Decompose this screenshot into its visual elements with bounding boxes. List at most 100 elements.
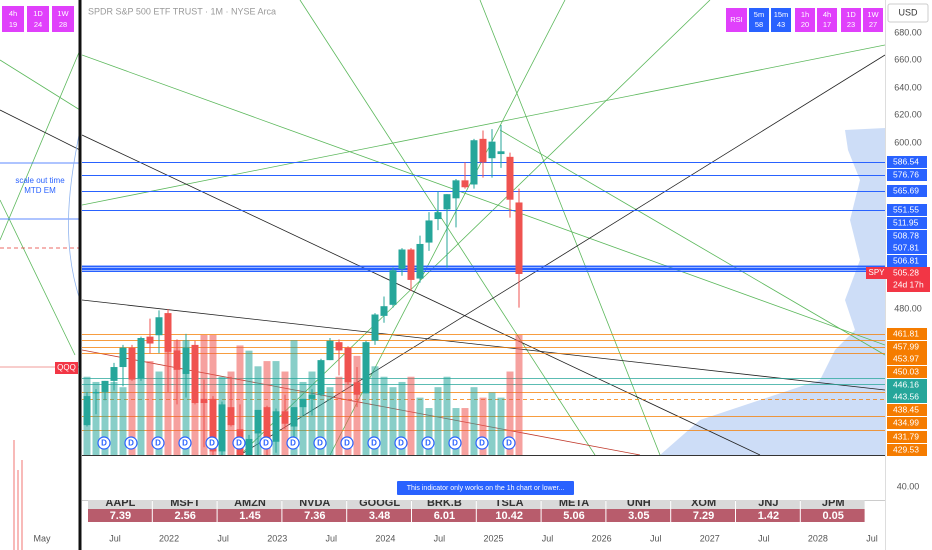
volume-bar	[182, 340, 190, 455]
stats-cell	[152, 500, 217, 509]
x-tick-label: Jul	[217, 533, 229, 543]
volume-bar	[479, 397, 487, 455]
dividend-label: D	[371, 439, 377, 448]
currency[interactable]: USD	[898, 7, 918, 17]
dividend-label: D	[344, 439, 350, 448]
price-axis: 680.00 660.00 640.00 620.00 600.00 480.00 40.0…	[894, 27, 922, 491]
price-tag-label: 551.55	[893, 204, 919, 214]
timeframe: 1D	[846, 10, 856, 19]
price-tag-label: 576.76	[893, 169, 919, 179]
dividend-marker	[151, 436, 165, 450]
candle-body	[119, 347, 127, 368]
x-tick-label: Jul	[109, 533, 121, 543]
y-tick-label: 660.00	[894, 54, 922, 64]
stat-value: 1.45	[239, 510, 260, 522]
stats-cell	[541, 509, 606, 522]
stat-value: 10.42	[495, 510, 523, 522]
stats-cell	[412, 509, 476, 522]
symbol: QQQ	[57, 363, 76, 372]
timeframe-badge	[749, 8, 769, 32]
timeframe-badge	[27, 6, 49, 32]
trend-line	[499, 129, 885, 356]
volume-bar	[497, 397, 505, 455]
stats-cell	[606, 500, 671, 509]
stat-value: 2.56	[174, 510, 195, 522]
countdown: 24d 17h	[893, 279, 924, 289]
candle-body	[416, 243, 424, 279]
price-tag	[887, 379, 927, 391]
price-tag	[887, 242, 927, 254]
candle-body	[218, 404, 226, 452]
price-tag	[887, 417, 927, 429]
x-tick-label: 2023	[267, 533, 287, 543]
timeframe-value: 23	[847, 20, 855, 29]
drawings	[82, 0, 885, 455]
dividend-marker	[178, 436, 192, 450]
candle-body	[371, 314, 379, 341]
stats-cell	[476, 500, 541, 509]
stats-cell	[347, 500, 411, 509]
stats-cell	[736, 500, 800, 509]
y-tick-label: 620.00	[894, 109, 922, 119]
dividend-marker	[448, 436, 462, 450]
volume-bar	[299, 381, 307, 455]
timeframe-value: 27	[869, 20, 877, 29]
ticker: XOM	[691, 497, 716, 509]
timeframe: 4h	[9, 9, 17, 18]
x-tick-label: Jul	[758, 533, 770, 543]
dividend-marker	[394, 436, 408, 450]
candle-body	[425, 220, 433, 243]
stats-cell	[606, 509, 671, 522]
volume-bar	[101, 387, 109, 455]
pane-divider[interactable]	[78, 0, 82, 550]
dividend-marker	[259, 436, 273, 450]
stats-cell	[152, 509, 217, 522]
notice: This indicator only works on the 1h char…	[407, 485, 565, 492]
ticker: AAPL	[105, 497, 135, 509]
x-tick-label: Jul	[866, 533, 878, 543]
price-tag	[887, 404, 927, 416]
candle-body	[461, 180, 469, 188]
x-tick-label: 2025	[483, 533, 503, 543]
price-tag-label: 446.16	[893, 379, 919, 389]
candle-body	[488, 141, 496, 159]
ticker: GOOGL	[359, 497, 400, 509]
price-tag-label: 586.54	[893, 156, 919, 166]
x-tick-label: Jul	[650, 533, 662, 543]
stats-cell	[476, 509, 541, 522]
dividend-label: D	[155, 439, 161, 448]
stat-value: 7.39	[110, 510, 131, 522]
candle-body	[452, 180, 460, 199]
price-tag-label: 443.56	[893, 391, 919, 401]
candle-body	[92, 391, 100, 394]
ticker: BRK.B	[427, 497, 462, 509]
y-tick-label: 680.00	[894, 27, 922, 37]
price-tag-label: 507.81	[893, 242, 919, 252]
currency-button[interactable]	[887, 3, 929, 23]
dividend-marker	[340, 436, 354, 450]
volume-bar	[245, 350, 253, 455]
dividend-label: D	[398, 439, 404, 448]
stats-cell	[671, 500, 735, 509]
volume-bar	[209, 335, 217, 455]
dividend-label: D	[479, 439, 485, 448]
price-tag	[887, 328, 927, 340]
volume-bar	[452, 408, 460, 455]
x-tick-label: Jul	[434, 533, 446, 543]
stats-cell	[800, 509, 865, 522]
volume-bar	[470, 387, 478, 455]
ticker: JPM	[822, 497, 845, 509]
ticker-row: AAPL MSFT AMZN NVDA GOOGL BRK.B TSLA META UNH XOM…	[88, 497, 865, 509]
ticker: TSLA	[495, 497, 524, 509]
stat-value: 3.05	[628, 510, 649, 522]
candle-body	[380, 306, 388, 316]
price-tag	[887, 204, 927, 216]
ticker: JNJ	[758, 497, 778, 509]
trend-line	[82, 44, 885, 206]
trend-line	[82, 54, 885, 346]
dividend-marker	[97, 436, 111, 450]
candle-body	[434, 212, 442, 220]
candle-body	[128, 347, 136, 380]
